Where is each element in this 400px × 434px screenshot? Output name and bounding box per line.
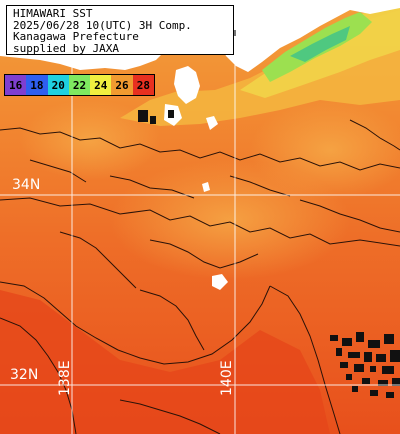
legend-label: 26 <box>115 78 129 92</box>
longitude-label-140e: 140E <box>219 360 235 396</box>
legend-cell-18: 18 <box>26 75 48 95</box>
warm-water-region <box>0 290 330 434</box>
info-datetime: 2025/06/28 10(UTC) 3H Comp. <box>13 18 192 32</box>
legend-cell-26: 26 <box>111 75 133 95</box>
info-credit: supplied by JAXA <box>13 41 119 55</box>
land-izu-peninsula <box>174 66 200 104</box>
latitude-label-32n: 32N <box>10 367 39 383</box>
legend-label: 22 <box>72 78 87 92</box>
sst-contours <box>0 119 400 434</box>
legend-label: 24 <box>94 78 108 92</box>
legend-label: 20 <box>51 78 65 92</box>
cold-water <box>290 26 350 62</box>
temperature-legend: 16 18 20 22 24 26 28 <box>4 74 155 96</box>
legend-cell-16: 16 <box>5 75 27 95</box>
legend-label: 18 <box>30 78 44 92</box>
legend-cell-24: 24 <box>90 75 112 95</box>
legend-cell-22: 22 <box>68 75 91 95</box>
legend-label: 28 <box>136 78 150 92</box>
land-island <box>206 116 218 130</box>
latitude-label-34n: 34N <box>12 177 41 193</box>
map-info-box: HIMAWARI SST 2025/06/28 10(UTC) 3H Comp.… <box>6 5 234 55</box>
legend-cell-28: 28 <box>132 75 154 95</box>
legend-cell-20: 20 <box>47 75 69 95</box>
longitude-label-138e: 138E <box>57 360 73 396</box>
info-region: Kanagawa Prefecture <box>13 30 139 43</box>
land-island <box>202 182 210 192</box>
cool-patch <box>250 100 400 200</box>
info-title: HIMAWARI SST <box>13 7 93 20</box>
land-island <box>212 274 228 290</box>
cloud-patches <box>138 30 400 398</box>
cool-patch <box>20 100 160 180</box>
legend-label: 16 <box>9 78 23 92</box>
